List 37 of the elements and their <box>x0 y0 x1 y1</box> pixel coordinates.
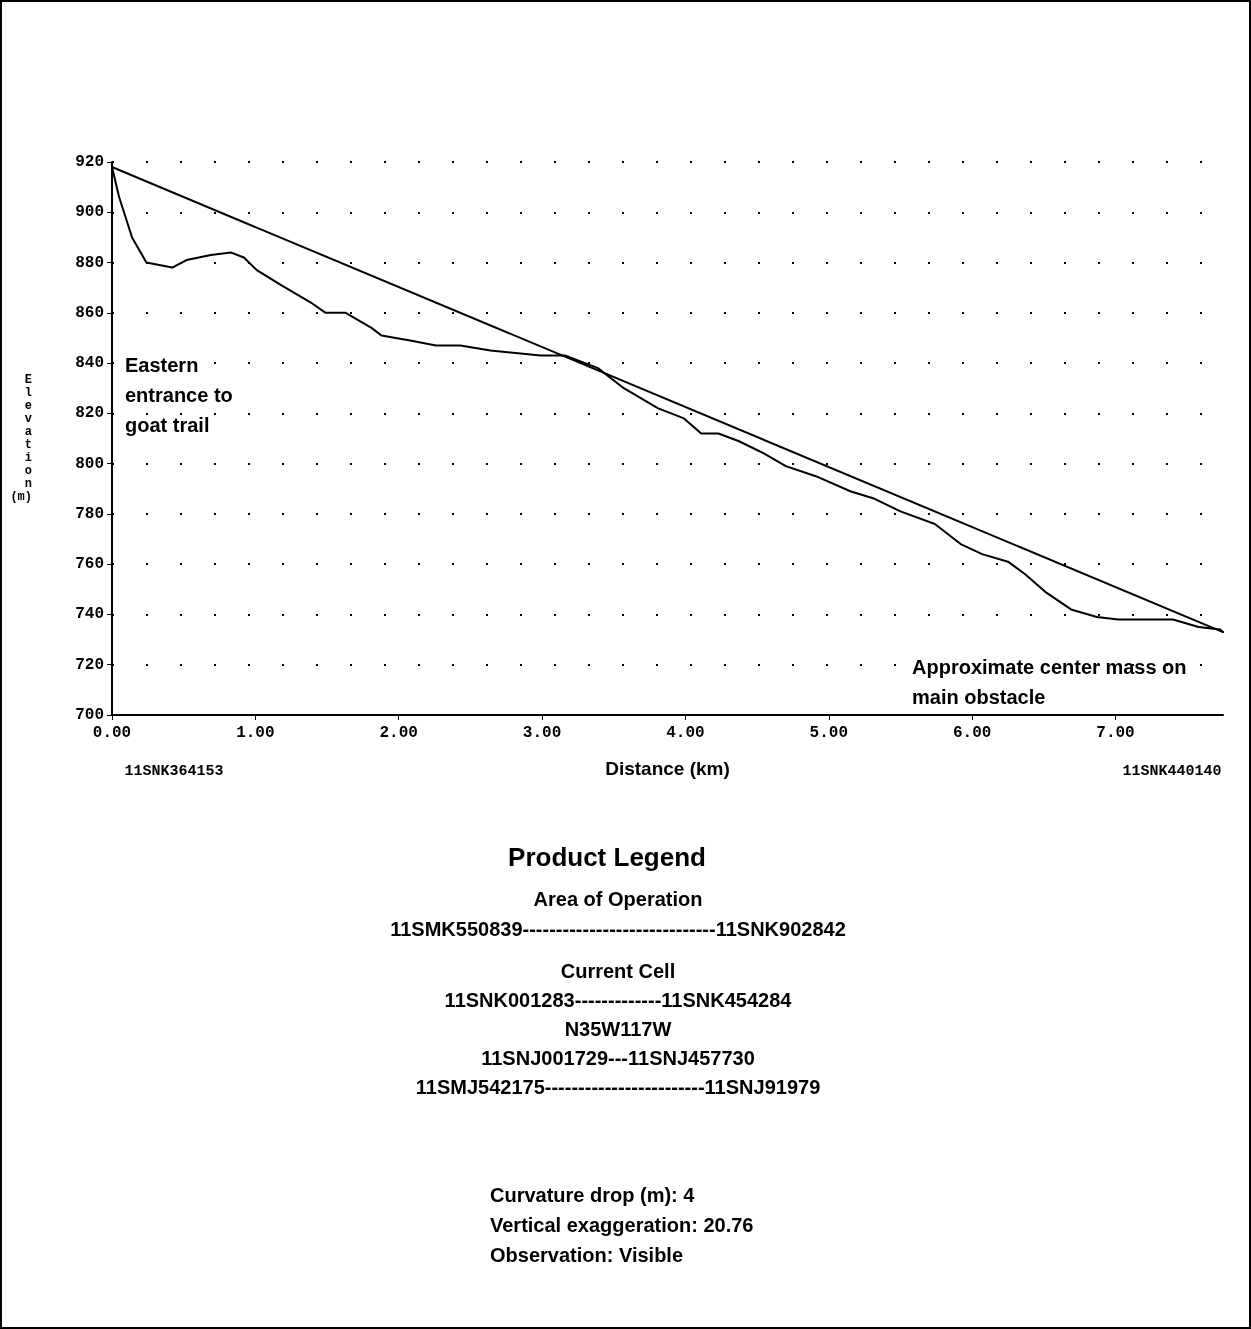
text: Product Legend <box>508 842 706 872</box>
annotation: Approximate center mass on main obstacle <box>912 656 1193 708</box>
y-tick-label: 880 <box>75 253 104 272</box>
y-tick-label: 840 <box>75 354 104 373</box>
y-tick-label: 820 <box>75 404 104 423</box>
x-tick-label: 7.00 <box>1096 724 1135 742</box>
x-tick-label: 4.00 <box>666 724 705 742</box>
y-tick-label: 860 <box>75 303 104 322</box>
x-tick-label: 5.00 <box>809 724 848 742</box>
y-tick-label: 700 <box>75 706 104 724</box>
text: 11SNJ001729---11SNJ457730 <box>481 1047 755 1069</box>
text: N35W117W <box>564 1018 672 1040</box>
text: 11SNK364153 <box>124 762 224 780</box>
y-tick-label: 900 <box>75 203 104 222</box>
x-tick-label: 0.00 <box>92 724 132 742</box>
text: 11SNK440140 <box>1122 762 1222 780</box>
y-tick-label: 760 <box>75 555 104 574</box>
x-tick-label: 2.00 <box>379 724 418 742</box>
text: 11SMJ542175------------------------11SNJ91979 <box>415 1076 821 1098</box>
text: Curvature drop (m): 4 <box>490 1184 696 1206</box>
y-tick-label: 740 <box>75 605 104 624</box>
y-tick-label: 720 <box>75 655 104 674</box>
x-axis-title: Distance (km) <box>605 758 730 779</box>
x-tick-label: 6.00 <box>952 724 992 742</box>
text: Observation: Visible <box>490 1244 684 1266</box>
y-tick-label: 800 <box>75 454 104 473</box>
y-tick-label: 920 <box>75 153 104 171</box>
text: Area of Operation <box>533 888 703 910</box>
text: 11SMK550839-----------------------------11SNK902842 <box>390 918 846 940</box>
x-tick-label: 3.00 <box>522 724 562 742</box>
text: 11SNK001283-------------11SNK454284 <box>444 989 793 1011</box>
text: Elevation (m) <box>10 373 32 504</box>
y-tick-label: 780 <box>75 504 104 523</box>
text: Vertical exaggeration: 20.76 <box>490 1214 754 1236</box>
text: Current Cell <box>560 960 676 982</box>
x-tick-label: 1.00 <box>236 724 275 742</box>
annotation: Eastern entrance to goat trail <box>125 354 239 436</box>
